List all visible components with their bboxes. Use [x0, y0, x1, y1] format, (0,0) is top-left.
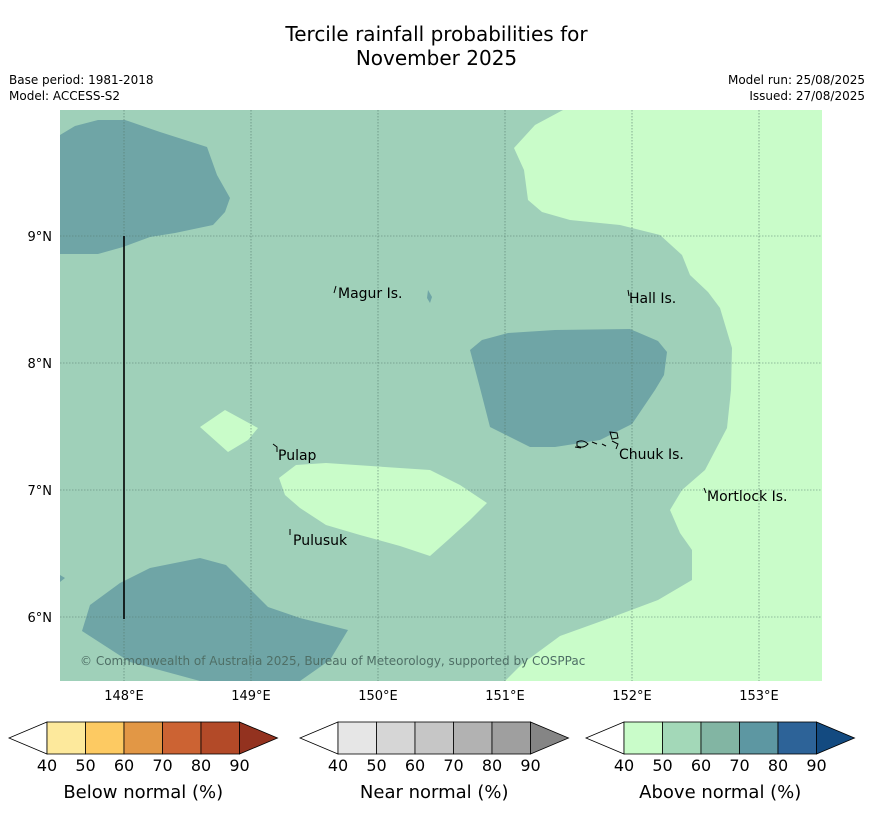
colorbar-segment — [453, 721, 493, 755]
map-title: Tercile rainfall probabilities for Novem… — [0, 22, 873, 70]
colorbar-segment — [200, 721, 240, 755]
meta-left: Base period: 1981-2018 Model: ACCESS-S2 — [9, 72, 154, 104]
colorbar-tick-label: 80 — [768, 756, 788, 775]
model-run: Model run: 25/08/2025 — [727, 73, 865, 87]
colorbar-segment — [739, 721, 779, 755]
lat-label-7n: 7°N — [28, 484, 53, 499]
colorbar-segment — [376, 721, 416, 755]
colorbar-title: Above normal (%) — [639, 782, 801, 803]
colorbar-tick-label: 50 — [75, 756, 95, 775]
colorbar-tick-label: 90 — [229, 756, 249, 775]
above-60-70-northwest — [60, 120, 230, 254]
island-mark-hall — [627, 289, 630, 297]
colorbar-segment — [700, 721, 740, 755]
colorbar-segment — [777, 721, 817, 755]
colorbar-tick-label: 40 — [37, 756, 57, 775]
colorbar-tick-label: 70 — [443, 756, 463, 775]
above-40-50-east-region — [505, 110, 822, 681]
colorbar-arrow-high — [816, 721, 856, 755]
colorbar-tick-label: 60 — [691, 756, 711, 775]
above-60-70-central-east — [470, 329, 667, 447]
above-60-70-southwest — [82, 558, 348, 681]
colorbar-arrow-low — [584, 721, 625, 755]
lat-label-8n: 8°N — [28, 357, 53, 372]
above-60-70-speck — [60, 575, 65, 582]
colorbar-tick-label: 80 — [482, 756, 502, 775]
colorbar-arrow-high — [239, 721, 279, 755]
colorbar-below-normal: 40 50 60 70 80 90 Below normal (%) — [7, 721, 279, 803]
above-60-70-speck-magur — [427, 290, 432, 303]
island-mark-mortlock — [703, 487, 707, 494]
island-marks-chuuk — [574, 431, 619, 450]
lon-label-149e: 149°E — [231, 689, 271, 704]
place-label-mortlock: Mortlock Is. — [707, 489, 787, 505]
colorbar-segment — [337, 721, 377, 755]
title-line-1: Tercile rainfall probabilities for — [285, 22, 588, 46]
base-period: Base period: 1981-2018 — [9, 73, 154, 87]
colorbar-arrow-low — [7, 721, 48, 755]
place-label-pulap: Pulap — [278, 448, 317, 464]
colorbar-tick-label: 60 — [405, 756, 425, 775]
colorbar-segment — [85, 721, 125, 755]
colorbar-title: Near normal (%) — [360, 782, 509, 803]
model-name: Model: ACCESS-S2 — [9, 89, 121, 103]
meta-right: Model run: 25/08/2025 Issued: 27/08/2025 — [728, 72, 865, 104]
title-line-2: November 2025 — [355, 46, 518, 70]
colorbar-segment — [623, 721, 663, 755]
colorbar-tick-label: 90 — [520, 756, 540, 775]
copyright-notice: © Commonwealth of Australia 2025, Bureau… — [80, 654, 585, 668]
colorbar-arrow-low — [298, 721, 339, 755]
island-mark-magur — [333, 285, 337, 294]
above-40-50-patch-central — [279, 463, 487, 556]
lon-label-152e: 152°E — [612, 689, 652, 704]
lat-label-9n: 9°N — [28, 230, 53, 245]
lon-label-148e: 148°E — [104, 689, 144, 704]
colorbar-tick-label: 50 — [366, 756, 386, 775]
colorbar-tick-label: 70 — [152, 756, 172, 775]
map-panel: Magur Is. Hall Is. Pulap Chuuk Is. Mortl… — [60, 110, 822, 681]
colorbar-segment — [414, 721, 454, 755]
place-label-hall: Hall Is. — [629, 291, 676, 307]
lon-label-150e: 150°E — [358, 689, 398, 704]
colorbar-segment — [162, 721, 202, 755]
colorbar-tick-label: 40 — [328, 756, 348, 775]
colorbar-near-normal: 40 50 60 70 80 90 Near normal (%) — [298, 721, 570, 803]
place-label-magur: Magur Is. — [338, 286, 403, 302]
island-marks — [272, 285, 707, 535]
colorbar-tick-label: 80 — [191, 756, 211, 775]
colorbar-segment — [662, 721, 702, 755]
place-label-chuuk: Chuuk Is. — [619, 447, 684, 463]
colorbar-tick-label: 40 — [614, 756, 634, 775]
colorbar-segment — [123, 721, 163, 755]
lat-label-6n: 6°N — [28, 611, 53, 626]
colorbar-above-normal: 40 50 60 70 80 90 Above normal (%) — [584, 721, 856, 803]
place-label-pulusuk: Pulusuk — [293, 533, 348, 549]
colorbar-tick-label: 90 — [806, 756, 826, 775]
colorbar-title: Below normal (%) — [63, 782, 223, 803]
colorbar-segment — [46, 721, 86, 755]
colorbar-tick-label: 70 — [729, 756, 749, 775]
colorbar-segment — [491, 721, 531, 755]
issued-date: Issued: 27/08/2025 — [749, 89, 865, 103]
colorbar-tick-label: 50 — [652, 756, 672, 775]
lon-label-151e: 151°E — [485, 689, 525, 704]
island-mark-pulap — [272, 443, 278, 452]
lon-label-153e: 153°E — [739, 689, 779, 704]
above-40-50-patch-west — [200, 410, 258, 452]
colorbar-tick-label: 60 — [114, 756, 134, 775]
colorbar-arrow-high — [530, 721, 570, 755]
